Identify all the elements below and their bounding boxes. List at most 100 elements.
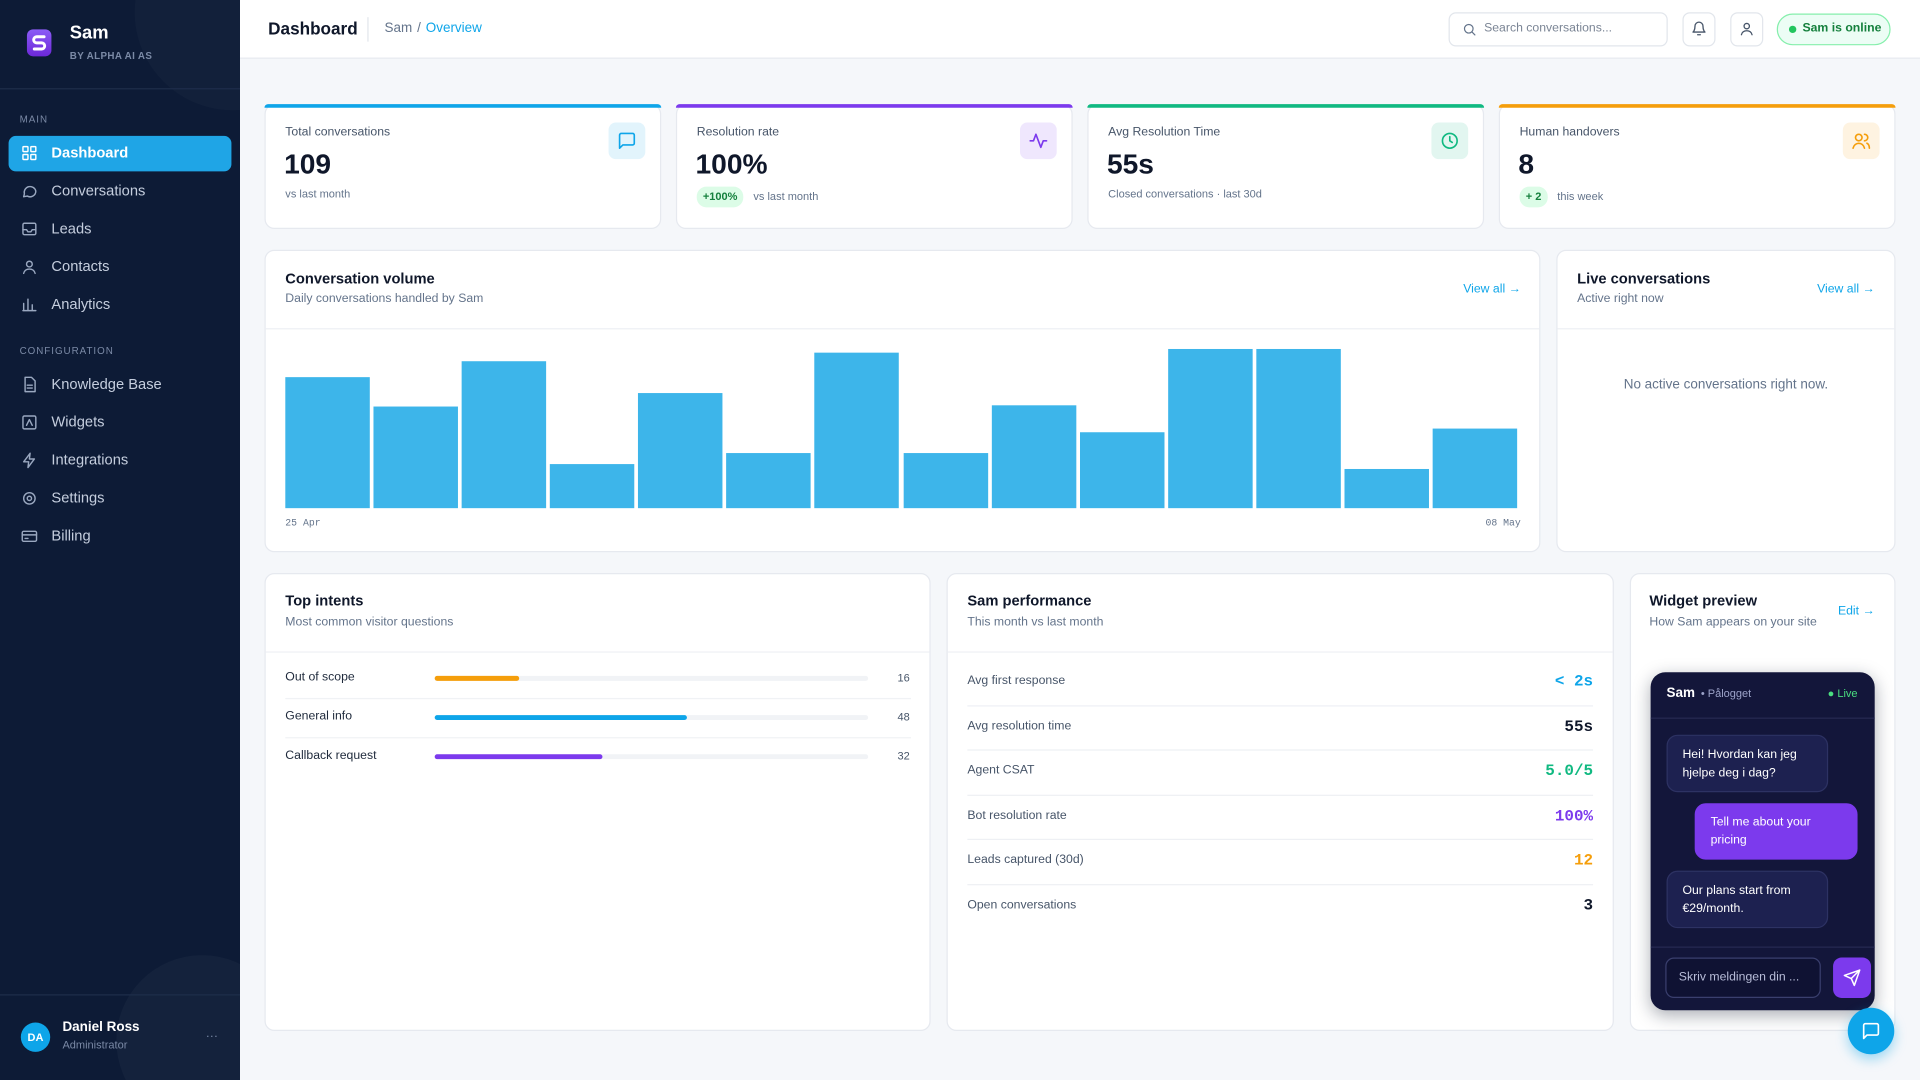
bar: [903, 452, 988, 509]
breadcrumb-current[interactable]: Overview: [425, 20, 482, 36]
user-name: Daniel Ross: [62, 1020, 140, 1035]
stat-icon: [1029, 131, 1049, 151]
input-placeholder: Skriv meldingen din ...: [1678, 970, 1800, 985]
stat-label: Total conversations: [285, 125, 391, 140]
sidebar: [0, 0, 240, 1080]
nav-item[interactable]: Knowledge Base: [51, 375, 162, 393]
nav-icon: [21, 144, 38, 161]
stat-accent: [675, 104, 1073, 108]
stat-accent: [1498, 104, 1896, 108]
nav-section-title: MAIN: [19, 113, 49, 125]
row-divider: [967, 839, 1594, 841]
bar: [726, 452, 812, 509]
intent-bar: [434, 715, 687, 720]
widget-input[interactable]: [1665, 957, 1821, 998]
status-text: Sam is online: [1802, 21, 1882, 36]
card-link[interactable]: View all →: [1817, 282, 1875, 297]
metric-label: Agent CSAT: [967, 764, 1035, 778]
x-label: 08 May: [1485, 517, 1521, 529]
stat-note: this week: [1557, 190, 1604, 203]
nav-item[interactable]: Conversations: [51, 181, 146, 199]
card-subtitle: Daily conversations handled by Sam: [285, 292, 484, 306]
page-title: Dashboard: [268, 18, 358, 39]
send-icon: [1843, 969, 1861, 987]
nav-item[interactable]: Contacts: [51, 257, 110, 275]
card-link[interactable]: View all →: [1463, 282, 1521, 297]
profile-button[interactable]: [1730, 12, 1764, 47]
card-title: Sam performance: [967, 592, 1092, 610]
nav-icon: [21, 452, 38, 469]
stat-note-row: +100% vs last month: [696, 186, 819, 208]
nav-icon: [21, 490, 38, 507]
divider: [0, 994, 240, 996]
intent-track: [434, 754, 869, 760]
stat-badge: +100%: [696, 186, 744, 208]
bar: [461, 361, 547, 509]
user-icon: [1739, 21, 1755, 37]
chat-icon: [1861, 1021, 1881, 1041]
bar: [285, 377, 370, 509]
brand-sub: BY ALPHA AI AS: [69, 50, 153, 62]
nav-item[interactable]: Dashboard: [51, 143, 129, 162]
bell-icon: [1691, 21, 1707, 37]
nav-item[interactable]: Leads: [51, 219, 92, 237]
nav-item[interactable]: Widgets: [51, 413, 105, 431]
card-title: Widget preview: [1649, 592, 1758, 610]
row-divider: [285, 697, 912, 700]
stat-label: Human handovers: [1519, 125, 1620, 140]
empty-state: No active conversations right now.: [1623, 377, 1829, 392]
nav-active: [8, 135, 232, 172]
nav-item[interactable]: Integrations: [51, 451, 129, 469]
card-subtitle: Most common visitor questions: [285, 615, 454, 630]
user-role: Administrator: [62, 1038, 128, 1052]
notifications-button[interactable]: [1682, 12, 1716, 47]
search-icon: [1462, 22, 1477, 37]
nav-item[interactable]: Analytics: [51, 295, 111, 313]
row-divider: [285, 737, 912, 739]
nav-item[interactable]: Billing: [51, 527, 91, 545]
widget-presence: • Pålogget: [1700, 687, 1752, 700]
breadcrumb: Sam / Overview: [384, 21, 481, 38]
user-menu[interactable]: ···: [205, 1029, 218, 1043]
logo: [26, 29, 52, 57]
divider: [265, 328, 1540, 330]
bar: [1167, 348, 1253, 509]
intent-label: General info: [285, 709, 353, 724]
live-card: [1556, 249, 1896, 553]
stat-note: vs last month: [753, 190, 819, 203]
stat-note-row: + 2 this week: [1519, 186, 1604, 208]
row-divider: [967, 704, 1594, 707]
avatar: DA: [20, 1022, 51, 1052]
bar: [638, 393, 723, 509]
card-title: Conversation volume: [285, 270, 435, 288]
metric-value: 3: [1583, 896, 1594, 915]
nav-icon: [21, 296, 38, 313]
stat-accent: [264, 104, 662, 108]
stat-note: Closed conversations · last 30d: [1108, 187, 1262, 201]
metric-value: 100%: [1554, 806, 1594, 825]
stat-label: Resolution rate: [696, 125, 780, 140]
bot-bubble: Our plans start from €29/month.: [1666, 870, 1829, 929]
search-box[interactable]: [1448, 12, 1668, 47]
divider: [947, 651, 1613, 653]
stat-icon: [1851, 131, 1871, 151]
bar: [991, 404, 1076, 509]
intent-label: Callback request: [285, 749, 377, 763]
divider: [0, 88, 240, 90]
card-link[interactable]: Edit →: [1837, 604, 1875, 619]
message-text: Tell me about your pricing: [1710, 815, 1811, 848]
divider: [1557, 328, 1895, 330]
stat-accent: [1087, 104, 1485, 108]
widget-bot-name: Sam: [1666, 685, 1695, 701]
metric-label: Open conversations: [967, 898, 1077, 912]
header: [240, 0, 1920, 59]
nav-icon: [21, 258, 38, 275]
card-subtitle: How Sam appears on your site: [1649, 615, 1817, 630]
stat-icon: [617, 131, 637, 151]
chat-launcher[interactable]: [1847, 1007, 1895, 1055]
stat-note: vs last month: [285, 187, 351, 201]
stat-note-row: vs last month: [285, 188, 350, 202]
widget-live: ● Live: [1827, 687, 1858, 700]
nav-item[interactable]: Settings: [51, 489, 105, 507]
